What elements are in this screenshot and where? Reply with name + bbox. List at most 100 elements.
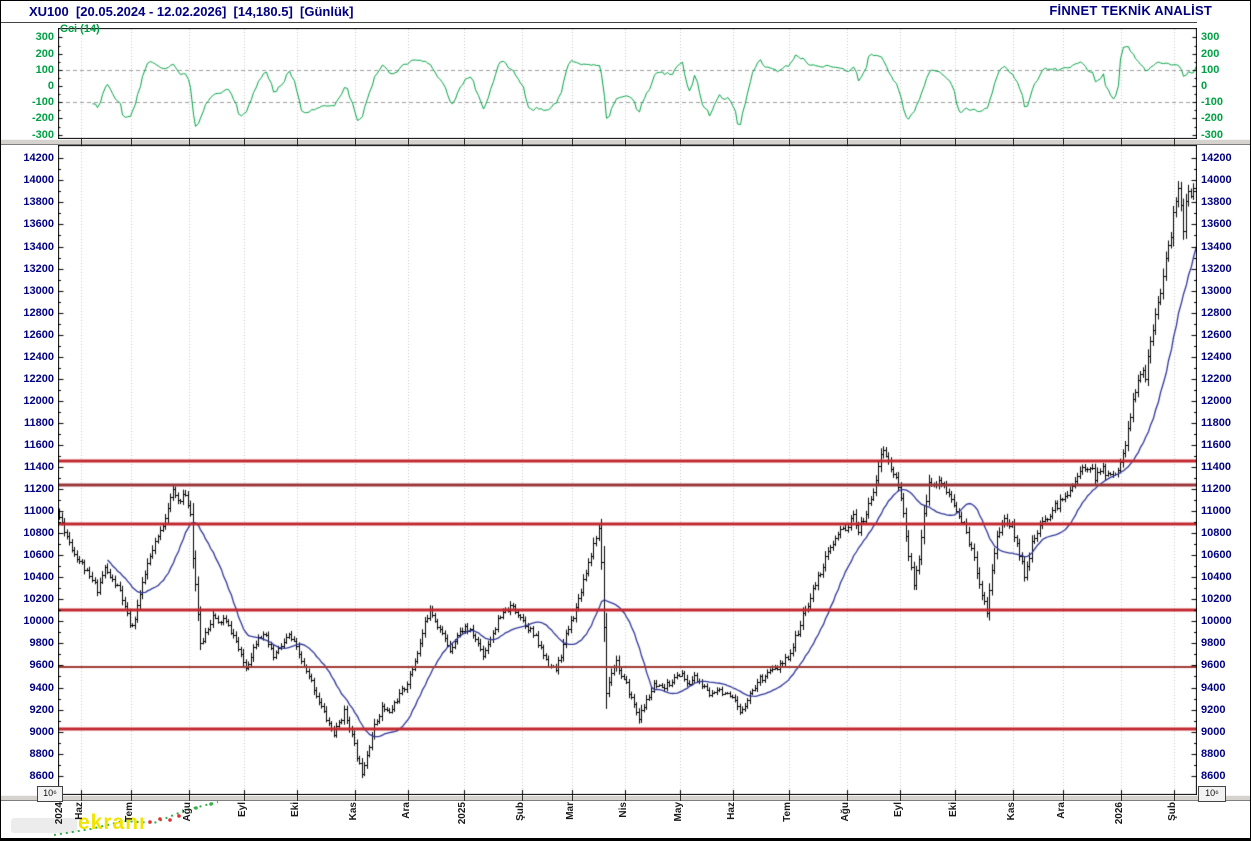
date-axis-label: 2026 [1114,802,1126,825]
price-axis-label-right: 11000 [1201,505,1231,518]
month-tick [847,795,848,801]
watermark-glyph [11,818,77,833]
price-axis-label-right: 10400 [1201,571,1232,584]
month-tick [1121,795,1122,801]
date-axis-label: Eki [290,802,302,818]
month-tick [522,139,523,145]
price-axis-label-left: 11000 [24,505,54,518]
price-axis-label-right: 10600 [1201,549,1232,562]
cci-axis-label-right: -300 [1201,128,1224,141]
month-tick [1063,795,1064,801]
price-axis-label-left: 12600 [23,328,54,341]
price-axis-label-left: 13600 [23,218,54,231]
month-tick [955,795,956,801]
price-axis-label-right: 13800 [1201,196,1232,209]
price-axis-label-right: 11800 [1201,416,1231,429]
price-axis-label-left: 8600 [29,769,54,782]
cci-axis-label-left: -200 [31,112,54,125]
price-axis-label-left: 11600 [24,438,54,451]
price-axis-label-right: 11200 [1201,483,1231,496]
price-axis-label-right: 12800 [1201,306,1232,319]
cci-axis-label-right: 0 [1201,80,1208,92]
price-axis-label-right: 12000 [1201,394,1232,407]
month-tick [131,139,132,145]
price-axis-label-right: 10200 [1201,593,1232,606]
month-tick [733,139,734,145]
date-axis-label: Tem [124,802,136,822]
price-axis-label-right: 13600 [1201,218,1232,231]
month-tick [1174,139,1175,145]
price-axis-label-left: 13000 [23,284,54,297]
date-axis-label: Kas [1006,802,1018,821]
price-axis-label-left: 13400 [23,240,54,253]
month-tick [244,139,245,145]
month-tick [189,795,190,801]
date-axis-label: Nis [617,802,629,818]
date-axis-label: Ara [401,802,413,819]
price-axis-label-left: 11200 [24,483,54,496]
cci-axis-label-left: 100 [35,63,54,76]
month-tick [355,795,356,801]
date-axis-label: Şub [1167,802,1179,821]
watermark-sparkline-icon [53,801,219,836]
cci-axis-label-left: -300 [31,128,54,141]
volume-scale-box-left: 10⁶ [37,786,63,802]
month-tick [81,139,82,145]
month-tick [1013,795,1014,801]
cci-panel-plot[interactable] [58,28,1197,139]
month-tick [625,139,626,145]
brand-title: FİNNET TEKNİK ANALİST [1049,3,1212,18]
month-tick [680,139,681,145]
price-axis-label-right: 11600 [1201,438,1231,451]
date-axis-label: Eyl [237,802,249,818]
cci-axis-label-left: 0 [47,80,54,92]
watermark-text: ekranı [78,811,146,834]
month-tick [789,795,790,801]
price-axis-label-left: 13200 [23,262,54,275]
month-tick [297,795,298,801]
price-axis-label-left: 12000 [23,394,54,407]
watermark: ekranı [6,797,286,838]
month-tick [900,139,901,145]
cci-axis-label-right: 100 [1201,63,1220,76]
price-axis-label-right: 12400 [1201,350,1232,363]
month-tick [1121,139,1122,145]
price-axis-label-left: 10000 [23,615,54,628]
month-tick [572,795,573,801]
month-tick [1063,139,1064,145]
month-tick [81,795,82,801]
month-tick [355,139,356,145]
date-axis-label: Eyl [892,802,904,818]
month-tick [408,139,409,145]
date-axis-label: Tem [781,802,793,822]
month-tick [847,139,848,145]
price-axis-label-right: 14200 [1201,152,1232,165]
month-tick [297,139,298,145]
price-axis-label-right: 9200 [1201,703,1226,716]
cci-axis-label-left: 300 [35,31,54,44]
price-axis-label-left: 12400 [23,350,54,363]
price-axis-label-left: 9200 [29,703,54,716]
price-axis-label-right: 8800 [1201,747,1226,760]
header-divider [1,22,1197,23]
price-axis-label-left: 10800 [23,527,54,540]
price-axis-label-right: 13200 [1201,262,1232,275]
month-tick [789,139,790,145]
price-axis-label-right: 9000 [1201,725,1226,738]
month-tick [408,795,409,801]
chart-title: XU100 [20.05.2024 - 12.02.2026] [14,180.… [29,4,354,19]
price-axis-label-right: 10800 [1201,527,1232,540]
price-axis-label-right: 12600 [1201,328,1232,341]
price-axis-label-left: 12800 [23,306,54,319]
price-axis-label-left: 9800 [29,637,54,650]
month-tick [131,795,132,801]
price-panel-plot[interactable] [58,145,1197,795]
date-axis-label: May [673,802,685,822]
price-axis-label-right: 10000 [1201,615,1232,628]
price-axis-label-left: 9000 [29,725,54,738]
cci-axis-label-right: 200 [1201,47,1220,60]
price-axis-label-left: 11800 [24,416,54,429]
price-axis-label-left: 13800 [23,196,54,209]
price-axis-label-right: 13000 [1201,284,1232,297]
